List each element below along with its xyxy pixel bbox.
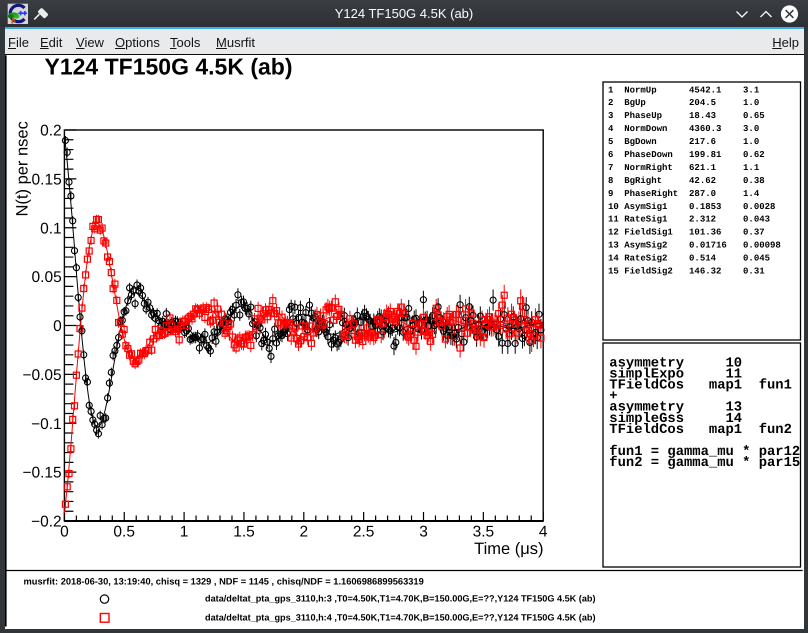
svg-text:10 AsymSig1 0.1853 0.002: 10 AsymSig1 0.1853 0.0028 bbox=[608, 202, 775, 212]
svg-text:3.5: 3.5 bbox=[473, 524, 495, 541]
svg-text:simplExpo 11: simplExpo 11 bbox=[609, 367, 742, 383]
svg-text:TFieldCos map1 fun1: TFieldCos map1 fun1 bbox=[609, 378, 792, 394]
svg-text:Time (μs): Time (μs) bbox=[474, 540, 543, 558]
svg-text:−0.2: −0.2 bbox=[31, 514, 62, 531]
svg-text:1 NormUp 4542.1 3.1: 1 NormUp 4542.1 3.1 bbox=[608, 85, 760, 95]
svg-text:0.15: 0.15 bbox=[32, 172, 62, 189]
svg-text:N(t) per nsec: N(t) per nsec bbox=[14, 121, 32, 216]
svg-text:12 FieldSig1 101.36 0.37: 12 FieldSig1 101.36 0.37 bbox=[608, 228, 765, 238]
svg-text:2: 2 bbox=[299, 524, 308, 541]
svg-text:9 PhaseRight 287.0 1.4: 9 PhaseRight 287.0 1.4 bbox=[608, 189, 760, 199]
svg-text:−0.1: −0.1 bbox=[31, 416, 62, 433]
svg-text:data/deltat_pta_gps_3110,h:3 ,: data/deltat_pta_gps_3110,h:3 ,T0=4.50K,T… bbox=[205, 594, 596, 604]
svg-text:3 PhaseUp 18.43 0.65: 3 PhaseUp 18.43 0.65 bbox=[608, 111, 765, 121]
svg-text:7 NormRight 621.1 1.1: 7 NormRight 621.1 1.1 bbox=[608, 163, 760, 173]
svg-text:TFieldCos map1 fun2: TFieldCos map1 fun2 bbox=[609, 422, 792, 438]
svg-text:−0.05: −0.05 bbox=[22, 367, 61, 384]
svg-text:asymmetry 10: asymmetry 10 bbox=[609, 356, 742, 372]
svg-text:0: 0 bbox=[53, 318, 62, 335]
svg-text:11 RateSig1 2.312 0.043: 11 RateSig1 2.312 0.043 bbox=[608, 215, 770, 225]
svg-text:−0.15: −0.15 bbox=[22, 465, 61, 482]
svg-text:6 PhaseDown 199.81 0.62: 6 PhaseDown 199.81 0.62 bbox=[608, 150, 765, 160]
svg-text:data/deltat_pta_gps_3110,h:4 ,: data/deltat_pta_gps_3110,h:4 ,T0=4.50K,T… bbox=[205, 613, 596, 623]
svg-text:13 AsymSig2 0.01716 0.000: 13 AsymSig2 0.01716 0.00098 bbox=[608, 241, 781, 251]
svg-text:0.2: 0.2 bbox=[40, 123, 62, 140]
svg-text:0.1: 0.1 bbox=[40, 220, 62, 237]
svg-text:15 FieldSig2 146.32 0.31: 15 FieldSig2 146.32 0.31 bbox=[608, 267, 765, 277]
svg-text:0.5: 0.5 bbox=[113, 524, 135, 541]
svg-text:musrfit: 2018-06-30, 13:19:40,: musrfit: 2018-06-30, 13:19:40, chisq = 1… bbox=[24, 577, 424, 587]
svg-text:fun1 = gamma_mu * par12: fun1 = gamma_mu * par12 bbox=[609, 444, 800, 460]
svg-text:1: 1 bbox=[180, 524, 189, 541]
svg-text:2.5: 2.5 bbox=[353, 524, 375, 541]
svg-text:5 BgDown 217.6 1.0: 5 BgDown 217.6 1.0 bbox=[608, 137, 759, 147]
svg-text:0: 0 bbox=[60, 524, 69, 541]
svg-text:asymmetry 13: asymmetry 13 bbox=[609, 400, 742, 416]
svg-text:4 NormDown 4360.3 3.0: 4 NormDown 4360.3 3.0 bbox=[608, 124, 759, 134]
svg-text:2 BgUp 204.5 1.0: 2 BgUp 204.5 1.0 bbox=[608, 98, 759, 108]
svg-text:0.05: 0.05 bbox=[32, 269, 62, 286]
svg-text:Y124 TF150G 4.5K (ab): Y124 TF150G 4.5K (ab) bbox=[45, 54, 293, 80]
svg-text:fun2 = gamma_mu * par15: fun2 = gamma_mu * par15 bbox=[609, 455, 800, 471]
svg-text:+: + bbox=[609, 389, 617, 405]
svg-text:4: 4 bbox=[539, 524, 548, 541]
svg-text:3: 3 bbox=[419, 524, 428, 541]
svg-text:8 BgRight 42.62 0.38: 8 BgRight 42.62 0.38 bbox=[608, 176, 765, 186]
svg-text:simpleGss 14: simpleGss 14 bbox=[609, 411, 742, 427]
svg-text:1.5: 1.5 bbox=[233, 524, 255, 541]
svg-text:14 RateSig2 0.514 0.045: 14 RateSig2 0.514 0.045 bbox=[608, 254, 770, 264]
